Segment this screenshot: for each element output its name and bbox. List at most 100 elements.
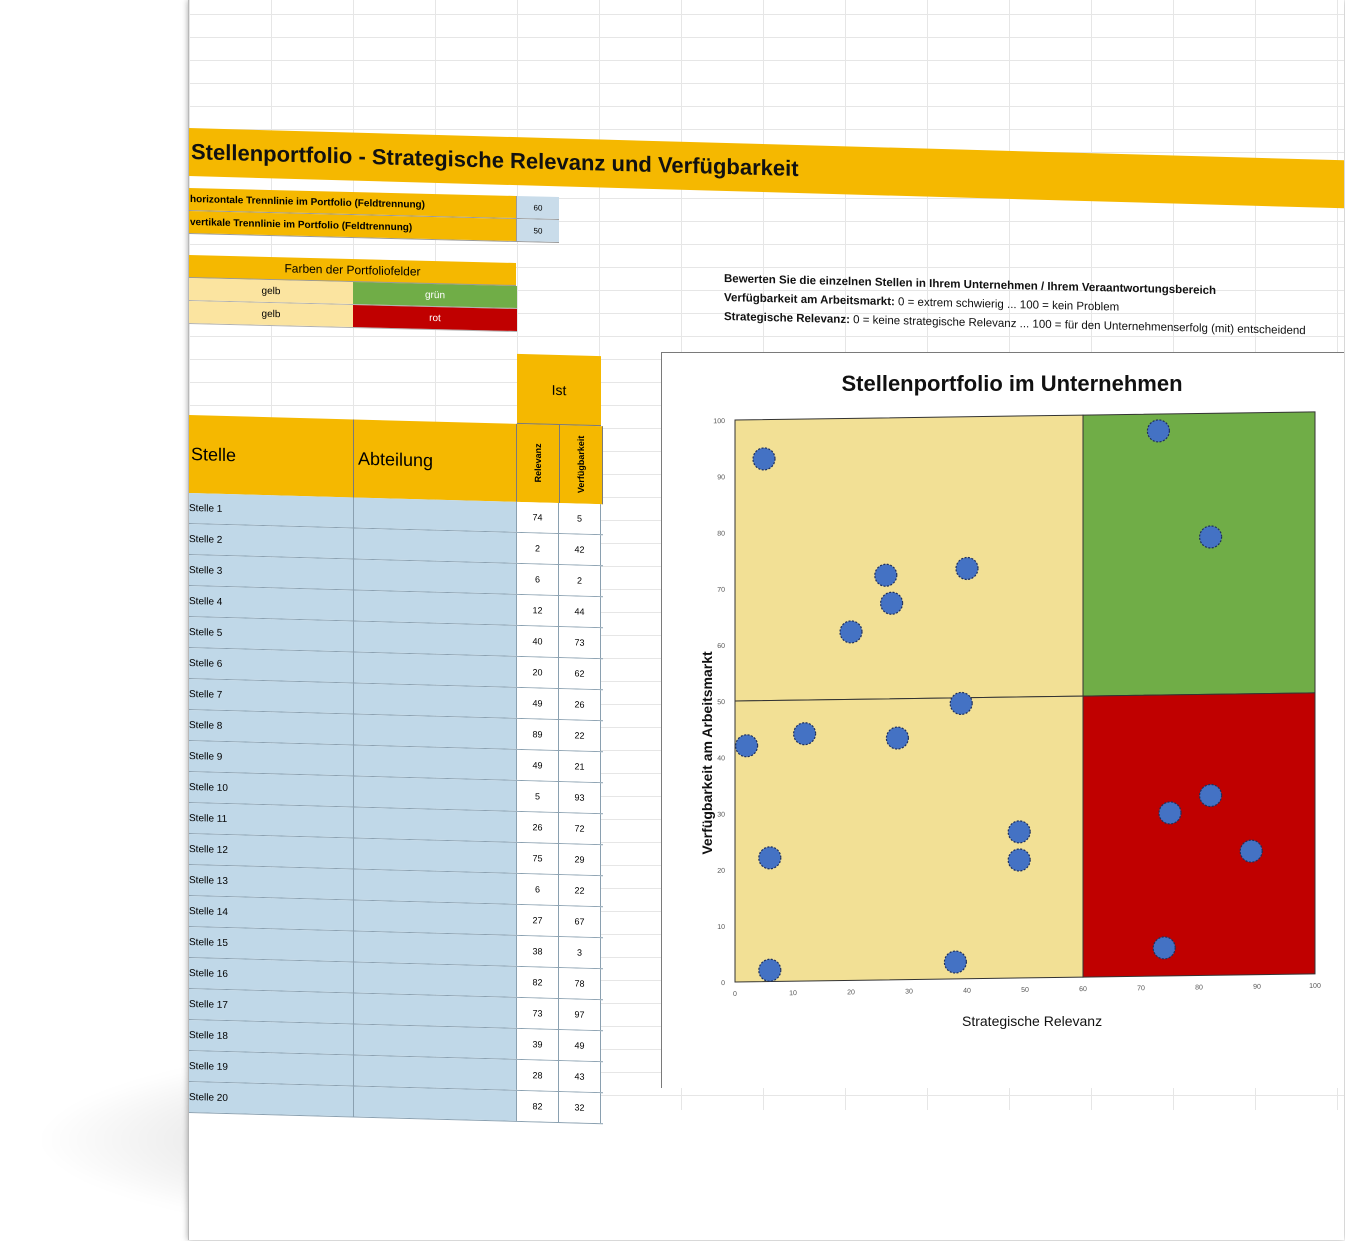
cell-relevanz[interactable]: 82 — [517, 1090, 559, 1123]
cell-abteilung[interactable] — [354, 683, 517, 718]
cell-relevanz[interactable]: 89 — [517, 718, 559, 751]
cell-stelle[interactable]: Stelle 13 — [189, 865, 354, 900]
cell-abteilung[interactable] — [354, 931, 517, 966]
cell-verfuegbarkeit[interactable]: 22 — [559, 720, 601, 752]
cell-abteilung[interactable] — [354, 776, 517, 811]
cell-verfuegbarkeit[interactable]: 44 — [559, 596, 601, 628]
cell-abteilung[interactable] — [354, 528, 517, 563]
cell-relevanz[interactable]: 73 — [517, 997, 559, 1030]
cell-stelle[interactable]: Stelle 16 — [189, 958, 354, 993]
column-header-verfuegbarkeit[interactable]: Verfügbarkeit — [560, 425, 603, 505]
cell-abteilung[interactable] — [354, 838, 517, 873]
data-point — [1198, 783, 1223, 808]
cell-relevanz[interactable]: 20 — [517, 656, 559, 689]
cell-abteilung[interactable] — [354, 962, 517, 997]
cell-abteilung[interactable] — [354, 559, 517, 594]
cell-stelle[interactable]: Stelle 20 — [189, 1082, 354, 1117]
cell-verfuegbarkeit[interactable]: 29 — [559, 844, 601, 876]
cell-stelle[interactable]: Stelle 5 — [189, 617, 354, 652]
color-legend-block: Farben der Portfoliofelder gelb grün gel… — [189, 255, 517, 333]
cell-relevanz[interactable]: 39 — [517, 1028, 559, 1061]
cell-relevanz[interactable]: 40 — [517, 625, 559, 658]
cell-relevanz[interactable]: 2 — [517, 532, 559, 565]
color-cell-yellow[interactable]: gelb — [189, 278, 353, 305]
cell-stelle[interactable]: Stelle 3 — [189, 555, 354, 590]
cell-verfuegbarkeit[interactable]: 5 — [559, 503, 601, 535]
cell-abteilung[interactable] — [354, 807, 517, 842]
cell-relevanz[interactable]: 28 — [517, 1059, 559, 1092]
cell-abteilung[interactable] — [354, 745, 517, 780]
cell-verfuegbarkeit[interactable]: 49 — [559, 1030, 601, 1062]
cell-verfuegbarkeit[interactable]: 3 — [559, 937, 601, 969]
cell-verfuegbarkeit[interactable]: 78 — [559, 968, 601, 1000]
cell-stelle[interactable]: Stelle 19 — [189, 1051, 354, 1086]
cell-verfuegbarkeit[interactable]: 42 — [559, 534, 601, 566]
cell-stelle[interactable]: Stelle 12 — [189, 834, 354, 869]
cell-stelle[interactable]: Stelle 15 — [189, 927, 354, 962]
x-tick-label: 40 — [963, 988, 971, 995]
cell-abteilung[interactable] — [354, 900, 517, 935]
cell-relevanz[interactable]: 27 — [517, 904, 559, 937]
cell-verfuegbarkeit[interactable]: 2 — [559, 565, 601, 597]
cell-stelle[interactable]: Stelle 8 — [189, 710, 354, 745]
cell-abteilung[interactable] — [354, 714, 517, 749]
column-header-abteilung[interactable]: Abteilung — [354, 419, 517, 502]
color-cell-green[interactable]: grün — [353, 282, 517, 309]
data-point — [874, 563, 898, 587]
cell-abteilung[interactable] — [354, 869, 517, 904]
cell-verfuegbarkeit[interactable]: 22 — [559, 875, 601, 907]
cell-relevanz[interactable]: 26 — [517, 811, 559, 844]
cell-abteilung[interactable] — [354, 621, 517, 656]
cell-verfuegbarkeit[interactable]: 72 — [559, 813, 601, 845]
color-cell-red[interactable]: rot — [353, 305, 517, 332]
cell-relevanz[interactable]: 75 — [517, 842, 559, 875]
cell-stelle[interactable]: Stelle 9 — [189, 741, 354, 776]
cell-stelle[interactable]: Stelle 10 — [189, 772, 354, 807]
cell-verfuegbarkeit[interactable]: 67 — [559, 906, 601, 938]
param-value-cell[interactable]: 60 — [516, 195, 559, 220]
cell-abteilung[interactable] — [354, 590, 517, 625]
cell-relevanz[interactable]: 74 — [517, 501, 559, 534]
cell-abteilung[interactable] — [354, 1055, 517, 1090]
cell-verfuegbarkeit[interactable]: 32 — [559, 1092, 601, 1124]
cell-relevanz[interactable]: 38 — [517, 935, 559, 968]
cell-abteilung[interactable] — [354, 497, 517, 532]
cell-stelle[interactable]: Stelle 1 — [189, 493, 354, 528]
cell-stelle[interactable]: Stelle 6 — [189, 648, 354, 683]
cell-verfuegbarkeit[interactable]: 62 — [559, 658, 601, 690]
param-value-cell[interactable]: 50 — [516, 218, 559, 243]
cell-abteilung[interactable] — [354, 652, 517, 687]
x-tick-label: 30 — [905, 988, 913, 995]
cell-abteilung[interactable] — [354, 1086, 517, 1121]
y-tick-label: 70 — [717, 587, 725, 594]
cell-stelle[interactable]: Stelle 18 — [189, 1020, 354, 1055]
cell-relevanz[interactable]: 6 — [517, 563, 559, 596]
color-cell-yellow[interactable]: gelb — [189, 301, 353, 328]
cell-stelle[interactable]: Stelle 7 — [189, 679, 354, 714]
data-point — [758, 958, 782, 982]
cell-relevanz[interactable]: 82 — [517, 966, 559, 999]
cell-verfuegbarkeit[interactable]: 26 — [559, 689, 601, 721]
data-point — [949, 691, 973, 716]
cell-verfuegbarkeit[interactable]: 97 — [559, 999, 601, 1031]
cell-relevanz[interactable]: 49 — [517, 749, 559, 782]
cell-abteilung[interactable] — [354, 1024, 517, 1059]
cell-verfuegbarkeit[interactable]: 73 — [559, 627, 601, 659]
cell-stelle[interactable]: Stelle 11 — [189, 803, 354, 838]
column-header-relevanz[interactable]: Relevanz — [517, 423, 560, 504]
cell-stelle[interactable]: Stelle 17 — [189, 989, 354, 1024]
cell-stelle[interactable]: Stelle 2 — [189, 524, 354, 559]
cell-abteilung[interactable] — [354, 993, 517, 1028]
y-tick-label: 90 — [717, 474, 725, 481]
data-point — [793, 722, 817, 746]
column-header-stelle[interactable]: Stelle — [189, 415, 354, 498]
cell-relevanz[interactable]: 6 — [517, 873, 559, 906]
cell-relevanz[interactable]: 5 — [517, 780, 559, 813]
cell-verfuegbarkeit[interactable]: 93 — [559, 782, 601, 814]
cell-verfuegbarkeit[interactable]: 43 — [559, 1061, 601, 1093]
cell-stelle[interactable]: Stelle 14 — [189, 896, 354, 931]
cell-relevanz[interactable]: 12 — [517, 594, 559, 627]
cell-verfuegbarkeit[interactable]: 21 — [559, 751, 601, 783]
cell-stelle[interactable]: Stelle 4 — [189, 586, 354, 621]
cell-relevanz[interactable]: 49 — [517, 687, 559, 720]
